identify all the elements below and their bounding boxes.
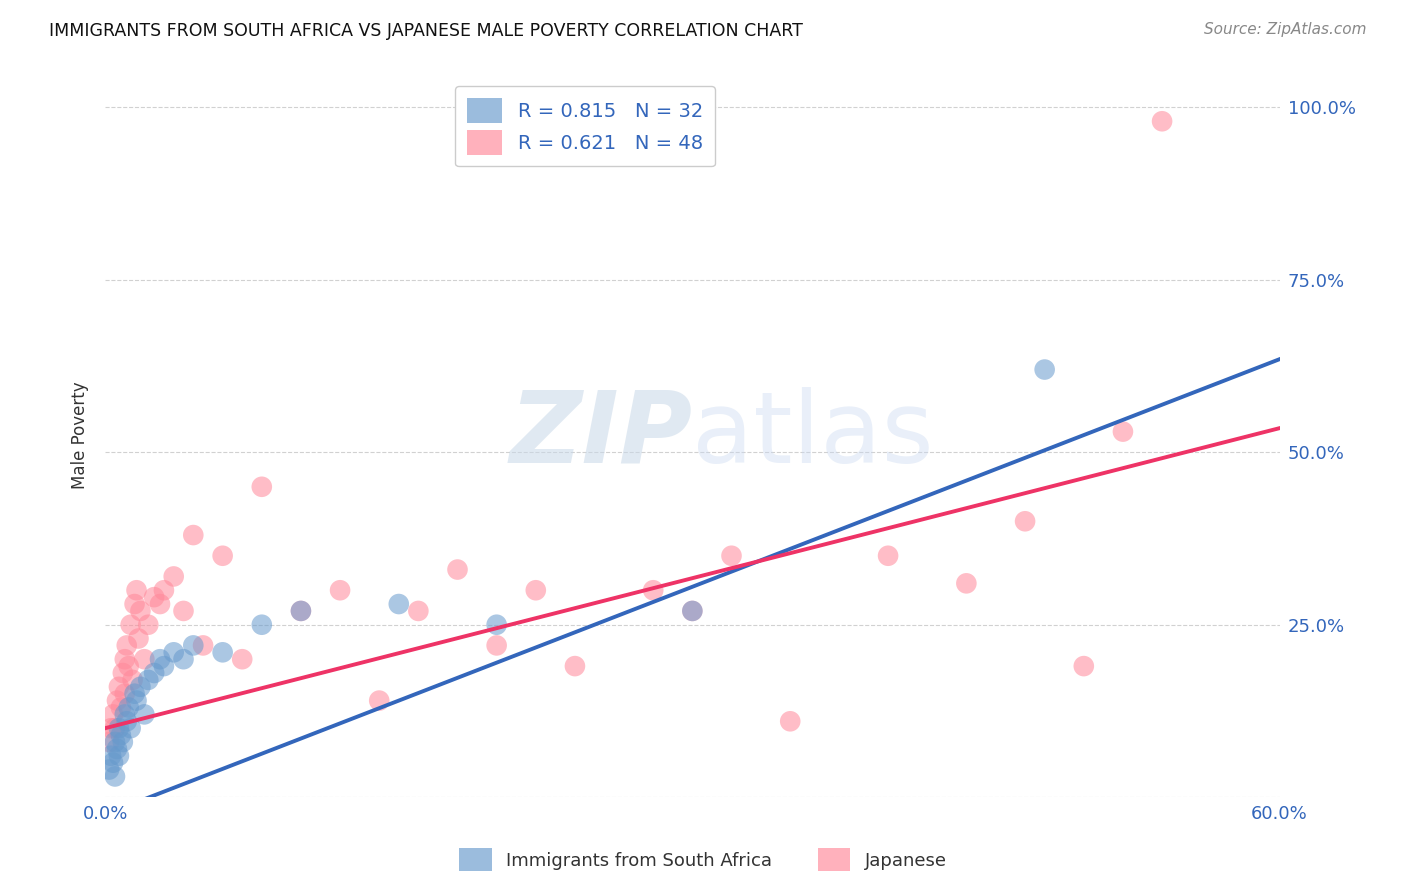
Point	[720, 549, 742, 563]
Point	[108, 721, 131, 735]
Point	[211, 549, 233, 563]
Point	[114, 707, 136, 722]
Point	[153, 583, 176, 598]
Legend: R = 0.815   N = 32, R = 0.621   N = 48: R = 0.815 N = 32, R = 0.621 N = 48	[456, 87, 714, 167]
Point	[120, 617, 142, 632]
Point	[105, 742, 128, 756]
Point	[955, 576, 977, 591]
Point	[779, 714, 801, 729]
Point	[153, 659, 176, 673]
Point	[120, 721, 142, 735]
Point	[388, 597, 411, 611]
Point	[124, 687, 146, 701]
Legend: Immigrants from South Africa, Japanese: Immigrants from South Africa, Japanese	[453, 841, 953, 879]
Point	[524, 583, 547, 598]
Point	[290, 604, 312, 618]
Point	[329, 583, 352, 598]
Point	[129, 604, 152, 618]
Point	[149, 652, 172, 666]
Y-axis label: Male Poverty: Male Poverty	[72, 381, 89, 489]
Point	[114, 652, 136, 666]
Point	[100, 748, 122, 763]
Point	[446, 563, 468, 577]
Point	[181, 528, 204, 542]
Point	[173, 604, 195, 618]
Point	[110, 700, 132, 714]
Point	[173, 652, 195, 666]
Point	[136, 673, 159, 687]
Point	[98, 735, 121, 749]
Point	[104, 721, 127, 735]
Point	[485, 639, 508, 653]
Point	[134, 652, 156, 666]
Point	[129, 680, 152, 694]
Point	[368, 693, 391, 707]
Point	[163, 645, 186, 659]
Text: IMMIGRANTS FROM SOUTH AFRICA VS JAPANESE MALE POVERTY CORRELATION CHART: IMMIGRANTS FROM SOUTH AFRICA VS JAPANESE…	[49, 22, 803, 40]
Point	[101, 707, 124, 722]
Point	[124, 597, 146, 611]
Point	[118, 659, 141, 673]
Point	[143, 590, 166, 604]
Point	[163, 569, 186, 583]
Point	[1112, 425, 1135, 439]
Point	[127, 632, 149, 646]
Point	[408, 604, 430, 618]
Point	[121, 673, 143, 687]
Point	[110, 728, 132, 742]
Point	[877, 549, 900, 563]
Point	[114, 687, 136, 701]
Point	[231, 652, 253, 666]
Point	[108, 680, 131, 694]
Point	[1014, 514, 1036, 528]
Text: ZIP: ZIP	[509, 386, 692, 483]
Point	[134, 707, 156, 722]
Point	[1073, 659, 1095, 673]
Point	[211, 645, 233, 659]
Point	[191, 639, 214, 653]
Text: atlas: atlas	[692, 386, 934, 483]
Point	[181, 639, 204, 653]
Point	[681, 604, 703, 618]
Point	[115, 639, 138, 653]
Point	[104, 769, 127, 783]
Point	[118, 700, 141, 714]
Point	[125, 693, 148, 707]
Point	[643, 583, 665, 598]
Point	[105, 693, 128, 707]
Point	[125, 583, 148, 598]
Point	[111, 735, 134, 749]
Point	[143, 665, 166, 680]
Point	[564, 659, 586, 673]
Point	[1152, 114, 1174, 128]
Point	[250, 480, 273, 494]
Point	[108, 748, 131, 763]
Point	[111, 665, 134, 680]
Point	[100, 721, 122, 735]
Point	[101, 756, 124, 770]
Point	[149, 597, 172, 611]
Point	[98, 763, 121, 777]
Point	[115, 714, 138, 729]
Text: Source: ZipAtlas.com: Source: ZipAtlas.com	[1204, 22, 1367, 37]
Point	[681, 604, 703, 618]
Point	[485, 617, 508, 632]
Point	[290, 604, 312, 618]
Point	[136, 617, 159, 632]
Point	[250, 617, 273, 632]
Point	[1033, 362, 1056, 376]
Point	[104, 735, 127, 749]
